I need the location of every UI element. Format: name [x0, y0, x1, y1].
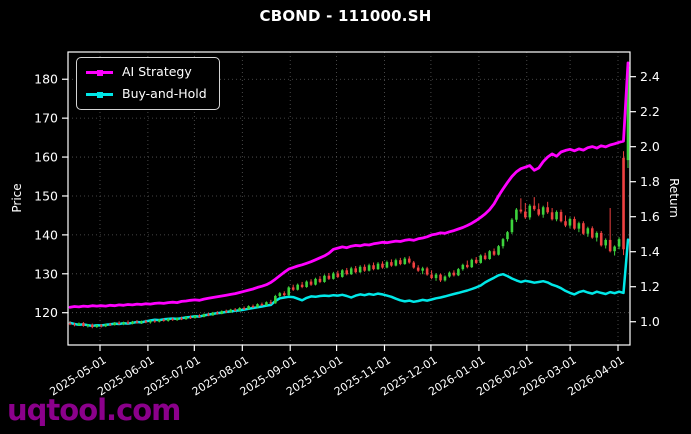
- buy-and-hold-line: [68, 238, 630, 328]
- y-axis-label-price: Price: [10, 183, 24, 213]
- buy-and-hold-line-swatch: [86, 91, 113, 98]
- return-tick-label: 1.8: [640, 174, 660, 189]
- square-marker-icon: [96, 69, 103, 76]
- page-title: CBOND - 111000.SH: [259, 7, 432, 25]
- price-tick-label: 120: [34, 305, 58, 320]
- ai-strategy-line-swatch: [86, 69, 113, 76]
- square-marker-icon: [96, 91, 103, 98]
- price-tick-label: 180: [34, 72, 58, 87]
- ai-strategy-line: [68, 61, 630, 309]
- price-tick-label: 150: [34, 188, 58, 203]
- legend-item-buy-and-hold: Buy-and-Hold: [86, 86, 207, 103]
- watermark: uqtool.com: [7, 393, 181, 427]
- return-tick-label: 1.2: [640, 279, 660, 294]
- return-tick-label: 2.2: [640, 104, 660, 119]
- legend-label: Buy-and-Hold: [122, 86, 207, 102]
- legend-label: AI Strategy: [122, 64, 192, 80]
- y-axis-label-return: Return: [667, 178, 681, 218]
- return-tick-label: 1.0: [640, 314, 660, 329]
- legend: AI Strategy Buy-and-Hold: [76, 57, 220, 110]
- price-tick-label: 130: [34, 266, 58, 281]
- return-tick-label: 2.4: [640, 69, 660, 84]
- price-tick-label: 140: [34, 227, 58, 242]
- return-tick-label: 2.0: [640, 139, 660, 154]
- price-tick-label: 170: [34, 111, 58, 126]
- return-tick-label: 1.6: [640, 209, 660, 224]
- return-tick-label: 1.4: [640, 244, 660, 259]
- legend-item-ai-strategy: AI Strategy: [86, 64, 207, 81]
- plot-border: [67, 51, 631, 346]
- price-tick-label: 160: [34, 150, 58, 165]
